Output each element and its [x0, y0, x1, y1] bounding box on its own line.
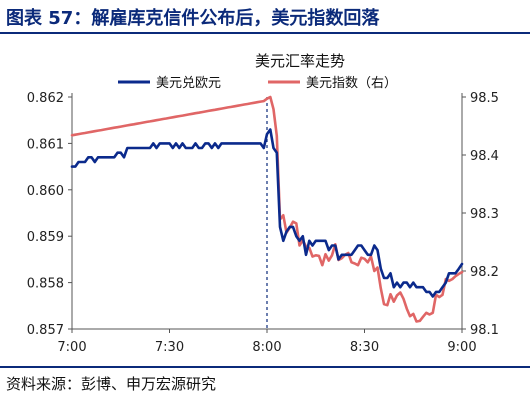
- figure-title: 图表 57：解雇库克信件公布后，美元指数回落: [6, 8, 380, 29]
- title-divider: [0, 32, 530, 34]
- x-tick-label: 8:00: [252, 340, 281, 355]
- legend-label: 美元兑欧元: [156, 76, 221, 91]
- right-tick-label: 98.4: [470, 149, 499, 164]
- source-divider: [0, 366, 530, 368]
- x-tick-label: 7:00: [57, 340, 86, 355]
- left-tick-label: 0.859: [27, 230, 64, 245]
- x-tick-label: 9:00: [447, 340, 476, 355]
- left-tick-label: 0.861: [27, 137, 64, 152]
- chart-area: 美元汇率走势 美元兑欧元 美元指数（右） 0.857 0.858 0.859 0.860…: [27, 52, 499, 355]
- left-tick-label: 0.860: [27, 184, 64, 199]
- left-tick-label: 0.858: [27, 277, 64, 292]
- series-dxy-line: [70, 95, 464, 323]
- left-tick-label: 0.857: [27, 323, 64, 338]
- left-tick-label: 0.862: [27, 91, 64, 106]
- right-tick-label: 98.1: [470, 323, 499, 338]
- right-tick-label: 98.5: [470, 91, 499, 106]
- series-eurusd-line: [70, 128, 464, 298]
- axes: 0.857 0.858 0.859 0.860 0.861 0.862 98.1 98.2 98…: [27, 91, 499, 355]
- series-layer: [70, 95, 464, 329]
- x-tick-label: 7:30: [155, 340, 184, 355]
- source-note: 资料来源：彭博、申万宏源研究: [6, 375, 217, 393]
- right-tick-label: 98.3: [470, 207, 499, 222]
- x-tick-label: 8:30: [350, 340, 379, 355]
- legend-label: 美元指数（右）: [306, 76, 397, 91]
- legend: 美元兑欧元 美元指数（右）: [118, 76, 397, 91]
- chart-title: 美元汇率走势: [255, 52, 345, 70]
- right-tick-label: 98.2: [470, 265, 499, 280]
